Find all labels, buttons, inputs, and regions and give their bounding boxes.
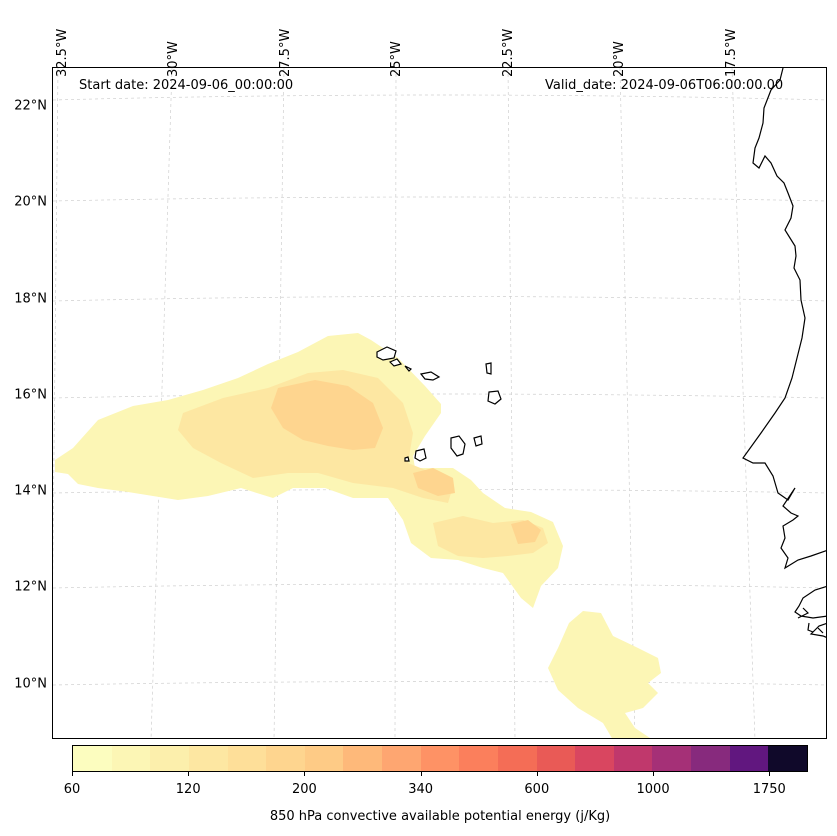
colorbar-tick-label: 200	[291, 782, 317, 797]
colorbar-segment	[497, 746, 537, 771]
colorbar-segment	[729, 746, 769, 771]
gridline-lon	[507, 68, 516, 738]
island	[450, 435, 466, 457]
lat-label-10n: 10°N	[14, 676, 47, 692]
lon-label-20w: 20°W	[612, 41, 627, 77]
colorbar-segment	[420, 746, 460, 771]
coastline	[817, 627, 824, 634]
lat-label-18n: 18°N	[14, 291, 47, 307]
start-date-label: Start date: 2024-09-06_00:00:00	[79, 78, 294, 93]
colorbar-segment	[575, 746, 614, 771]
coastline	[807, 622, 814, 633]
map-plot	[53, 68, 826, 738]
lon-label-32-5w: 32.5°W	[55, 28, 70, 77]
lon-label-25w: 25°W	[389, 41, 404, 77]
colorbar-segment	[691, 746, 730, 771]
colorbar-segment	[536, 746, 576, 771]
colorbar-segment	[459, 746, 498, 771]
island	[404, 456, 410, 462]
lat-label-20n: 20°N	[14, 194, 47, 210]
colorbar-title: 850 hPa convective available potential e…	[269, 809, 611, 824]
coastline	[809, 623, 826, 638]
colorbar	[72, 745, 808, 772]
colorbar-segment	[613, 746, 653, 771]
gridline-lat	[53, 94, 826, 101]
gridline-lon	[53, 68, 59, 582]
colorbar-tick-label: 120	[175, 782, 201, 797]
lon-label-30w: 30°W	[166, 41, 181, 77]
island	[388, 358, 403, 367]
coastline	[794, 585, 826, 619]
colorbar-tick	[769, 772, 771, 776]
cape-region-south	[548, 611, 661, 738]
cape-region-core3	[511, 520, 541, 544]
cape-region-core	[271, 380, 383, 450]
colorbar-tick-label: 60	[63, 782, 81, 797]
gridline-lat	[53, 681, 826, 686]
island	[487, 390, 502, 405]
colorbar-segment	[304, 746, 344, 771]
colorbar-segment	[73, 746, 112, 771]
colorbar-segment	[111, 746, 151, 771]
colorbar-tick-label: 340	[408, 782, 434, 797]
colorbar-segment	[150, 746, 189, 771]
island	[419, 371, 441, 381]
colorbar-tick	[72, 772, 73, 776]
lat-label-22n: 22°N	[14, 98, 47, 114]
gridline-lat	[53, 393, 826, 399]
colorbar-tick	[420, 772, 422, 776]
valid-date-label: Valid_date: 2024-09-06T06:00:00.00	[545, 78, 784, 93]
colorbar-tick	[653, 772, 655, 776]
gridline-lat	[53, 296, 826, 302]
gridline-lon	[619, 68, 636, 738]
coastline	[742, 68, 826, 570]
island	[473, 435, 483, 447]
colorbar-tick	[188, 772, 190, 776]
lon-label-22-5w: 22.5°W	[501, 28, 516, 77]
island	[404, 365, 413, 372]
coastline	[797, 607, 810, 619]
island	[414, 448, 427, 462]
lon-label-17-5w: 17.5°W	[724, 28, 739, 77]
lat-label-14n: 14°N	[14, 483, 47, 499]
colorbar-tick-label: 600	[524, 782, 550, 797]
colorbar-segment	[652, 746, 691, 771]
lon-label-27-5w: 27.5°W	[278, 28, 293, 77]
colorbar-segment	[266, 746, 305, 771]
island	[376, 346, 397, 361]
gridline-lat	[53, 196, 826, 202]
island	[485, 362, 492, 375]
colorbar-tick-label: 1000	[636, 782, 670, 797]
cape-field	[55, 333, 661, 738]
colorbar-segment	[343, 746, 382, 771]
cape-region-core2	[413, 468, 455, 496]
colorbar-segment	[382, 746, 421, 771]
colorbar-tick	[536, 772, 538, 776]
colorbar-segment	[227, 746, 267, 771]
map-frame	[52, 67, 827, 739]
cape-verde-islands	[376, 346, 502, 462]
gridline-lat	[53, 583, 826, 589]
lat-label-16n: 16°N	[14, 387, 47, 403]
lat-label-12n: 12°N	[14, 579, 47, 595]
gridline-lon	[731, 68, 756, 738]
colorbar-tick-label: 1750	[752, 782, 786, 797]
african-coastline	[742, 68, 826, 638]
colorbar-segment	[768, 746, 807, 771]
gridlines	[53, 68, 826, 738]
colorbar-tick	[304, 772, 306, 776]
colorbar-segment	[188, 746, 228, 771]
